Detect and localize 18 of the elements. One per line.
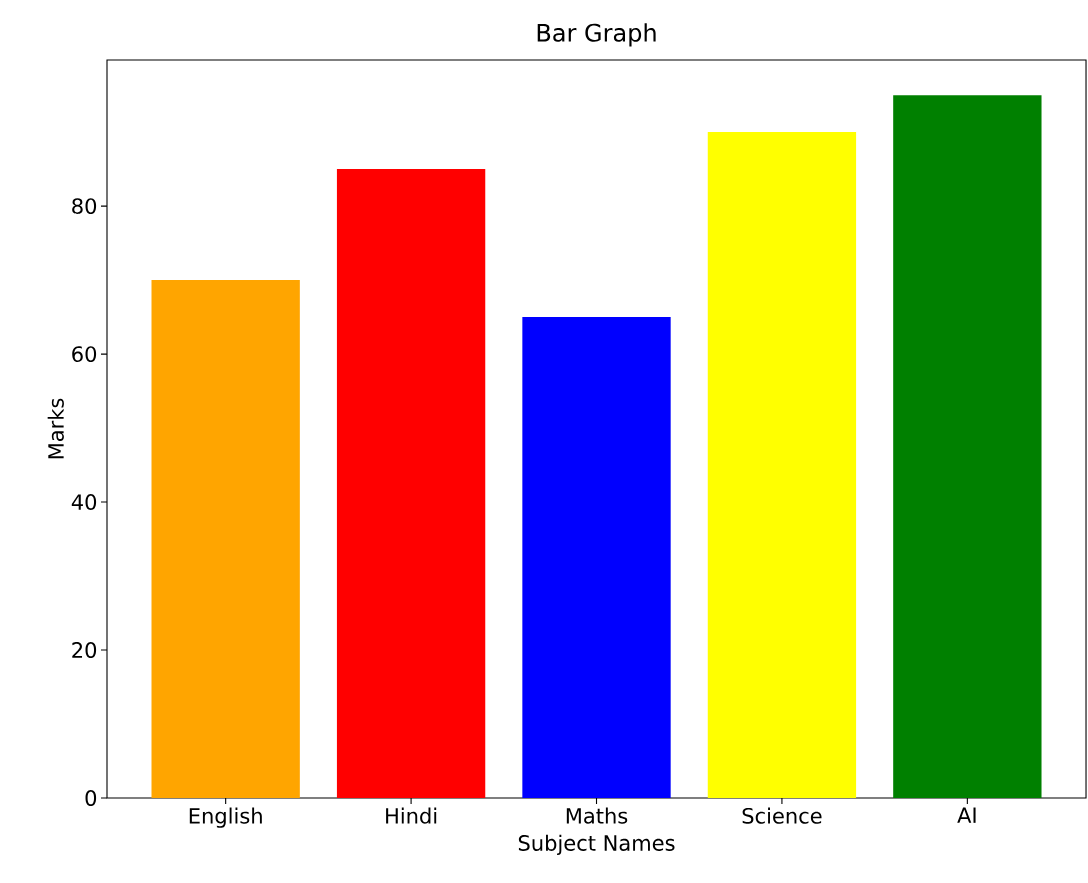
y-tick-label: 20: [72, 642, 97, 658]
chart-title: Bar Graph: [537, 23, 656, 47]
y-tick-label: 40: [71, 494, 97, 510]
y-tick-label: 80: [72, 198, 97, 215]
x-tick-label: AI: [957, 807, 976, 823]
x-tick-label: English: [189, 807, 262, 828]
bar: [336, 169, 486, 798]
bar: [707, 132, 857, 798]
bar: [893, 95, 1042, 798]
bar: [151, 280, 300, 798]
y-axis-title: Marks: [47, 398, 64, 459]
x-tick-label: Maths: [566, 807, 628, 824]
bar: [522, 317, 671, 798]
y-tick-label: 0: [85, 790, 97, 806]
x-axis-title: Subject Names: [518, 834, 675, 856]
x-tick-label: Science: [742, 807, 822, 824]
x-tick-label: Hindi: [386, 807, 437, 824]
y-tick-label: 60: [72, 346, 97, 363]
